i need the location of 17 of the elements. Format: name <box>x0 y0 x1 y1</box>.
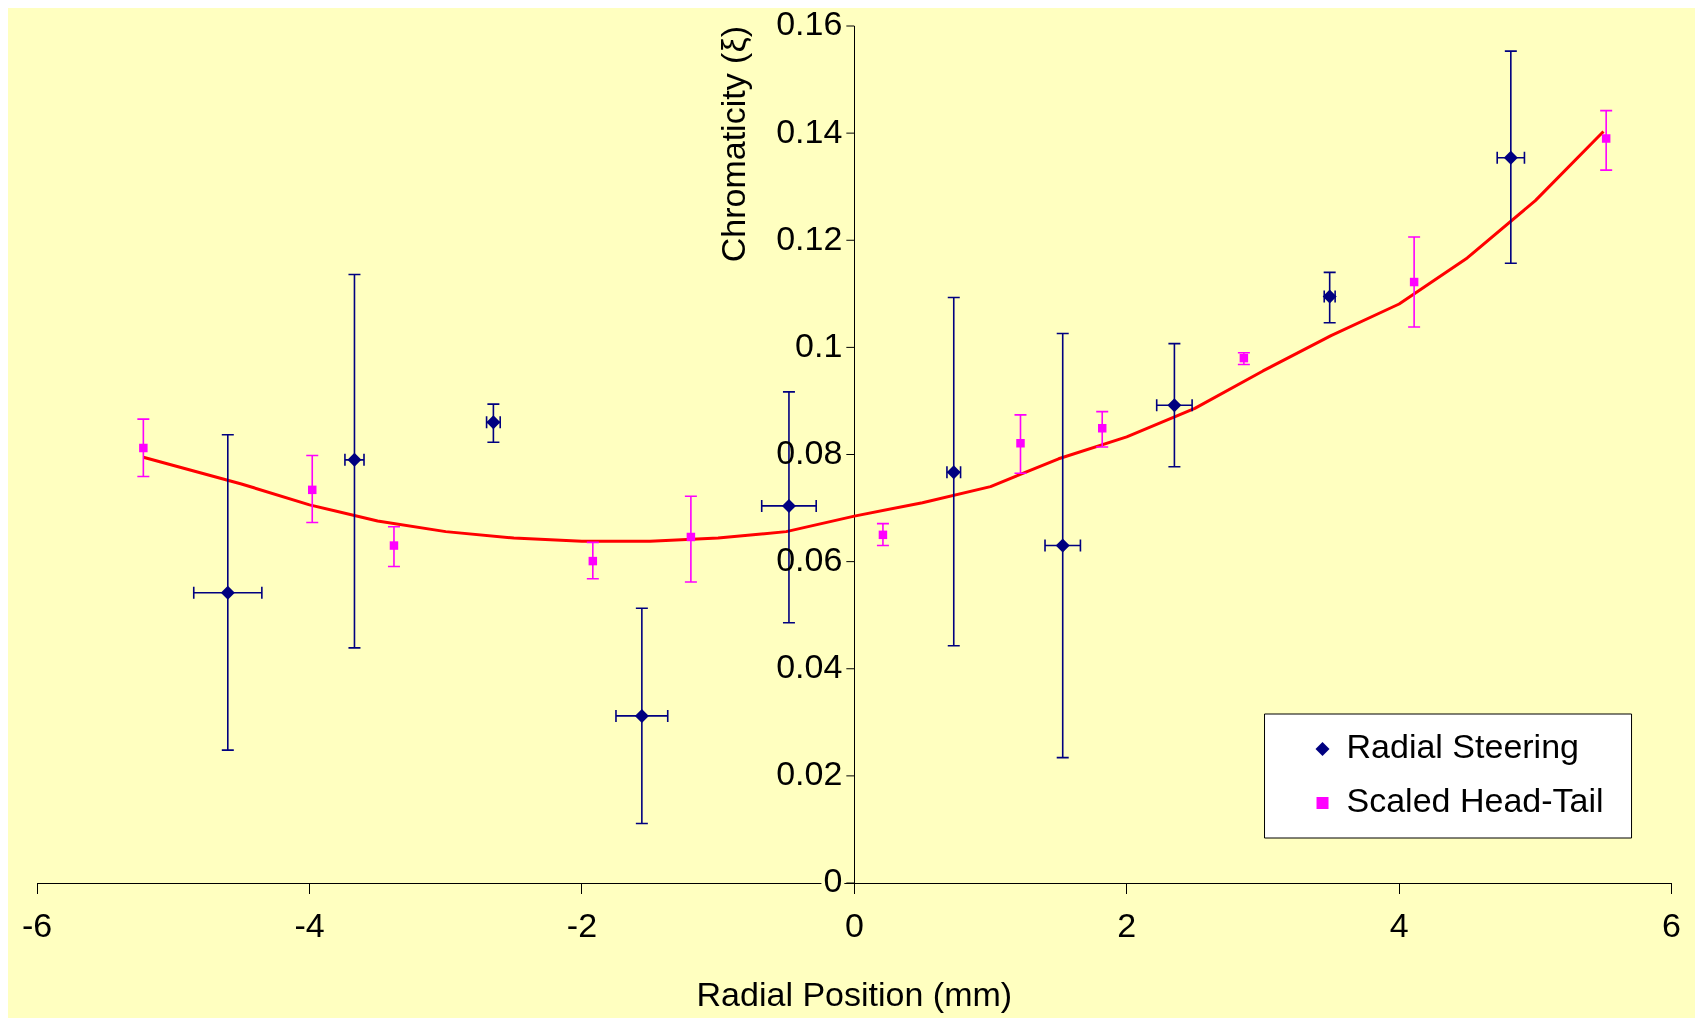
y-axis-title: Chromaticity (ξ) <box>713 26 752 263</box>
y-tick-label: 0.1 <box>795 325 843 364</box>
y-tick-label: 0.12 <box>776 218 843 257</box>
x-tick-label: -4 <box>294 905 325 944</box>
x-tick-label: 2 <box>1117 905 1137 944</box>
y-tick-label: 0 <box>823 861 843 900</box>
x-tick-label: 4 <box>1389 905 1409 944</box>
y-tick-label: 0.14 <box>776 111 843 150</box>
legend-label: Scaled Head-Tail <box>1346 781 1604 820</box>
x-axis-title: Radial Position (mm) <box>696 975 1013 1014</box>
x-tick-label: -6 <box>22 905 53 944</box>
y-tick-label: 0.04 <box>776 647 843 686</box>
x-tick-label: -2 <box>566 905 598 944</box>
y-tick-label: 0.02 <box>776 754 843 793</box>
y-tick-label: 0.16 <box>776 4 843 43</box>
legend-label: Radial Steering <box>1346 727 1579 766</box>
x-tick-label: 6 <box>1662 905 1682 944</box>
